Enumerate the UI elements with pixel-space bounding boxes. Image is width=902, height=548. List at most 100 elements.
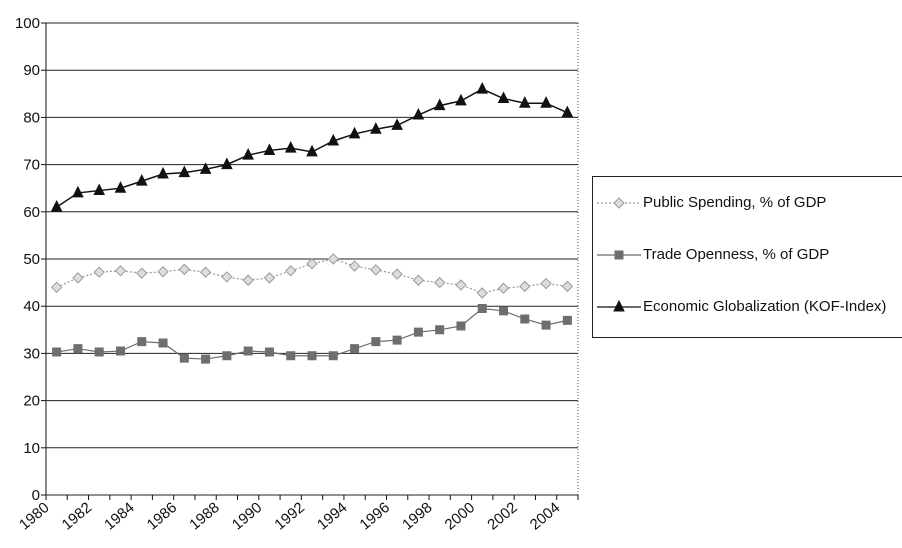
point <box>350 344 360 354</box>
point <box>157 266 169 278</box>
point <box>136 267 148 279</box>
y-tick-label: 70 <box>23 157 40 174</box>
y-tick-label: 60 <box>23 204 40 221</box>
point <box>158 338 168 348</box>
y-tick-label: 30 <box>23 345 40 362</box>
legend-label: Economic Globalization (KOF-Index) <box>643 298 887 315</box>
point <box>328 351 338 361</box>
x-tick-label: 1992 <box>271 499 307 533</box>
point <box>348 260 361 272</box>
point <box>50 199 63 212</box>
point <box>371 337 381 347</box>
point <box>499 306 509 316</box>
y-tick-label: 0 <box>32 487 40 504</box>
legend-item: Trade Openness, % of GDP <box>593 245 889 265</box>
point <box>178 165 191 178</box>
point <box>94 347 104 357</box>
point <box>285 265 297 277</box>
point <box>263 272 276 284</box>
point <box>562 315 572 325</box>
point <box>178 263 191 276</box>
point <box>157 166 169 179</box>
point <box>412 107 425 120</box>
point <box>561 105 574 118</box>
x-tick-label: 2000 <box>442 499 478 533</box>
point <box>221 157 233 170</box>
point <box>135 174 148 186</box>
point <box>476 81 489 94</box>
point <box>540 277 552 290</box>
legend-marker <box>614 250 624 260</box>
legend-swatch <box>597 197 641 209</box>
point <box>137 337 147 347</box>
y-tick-label: 50 <box>23 251 40 268</box>
point <box>263 143 276 155</box>
point <box>561 280 574 293</box>
legend-label: Trade Openness, % of GDP <box>643 246 830 263</box>
y-tick-label: 40 <box>23 298 40 315</box>
legend: Public Spending, % of GDP Trade Openness,… <box>592 176 902 338</box>
point <box>433 98 446 111</box>
point <box>348 126 361 139</box>
point <box>93 183 106 196</box>
point <box>477 304 487 314</box>
point <box>201 354 211 364</box>
point <box>455 279 467 291</box>
x-tick-label: 1988 <box>186 499 222 533</box>
point <box>520 314 530 324</box>
point <box>412 274 425 286</box>
point <box>433 276 446 289</box>
point <box>476 287 488 299</box>
legend-marker <box>613 299 625 312</box>
point <box>497 282 510 294</box>
x-tick-label: 1986 <box>144 499 180 533</box>
legend-label: Public Spending, % of GDP <box>643 194 827 211</box>
point <box>243 346 253 356</box>
point <box>435 325 445 335</box>
point <box>284 140 297 153</box>
point <box>242 148 254 160</box>
x-tick-label: 2002 <box>484 499 520 533</box>
x-tick-label: 1984 <box>101 499 137 533</box>
point <box>199 162 212 174</box>
x-tick-label: 1998 <box>399 499 435 533</box>
point <box>306 258 318 270</box>
point <box>541 320 551 330</box>
legend-swatch <box>597 250 641 260</box>
legend-swatch <box>597 299 641 312</box>
point <box>370 122 382 134</box>
point <box>72 185 84 198</box>
point <box>307 351 317 361</box>
y-tick-label: 20 <box>23 393 40 410</box>
point <box>179 353 189 363</box>
point <box>370 264 382 276</box>
y-tick-label: 100 <box>15 15 40 32</box>
point <box>222 351 232 361</box>
point <box>73 344 83 354</box>
legend-item: Public Spending, % of GDP <box>593 193 889 213</box>
point <box>242 274 254 286</box>
point <box>114 265 127 277</box>
point <box>518 96 531 108</box>
y-tick-label: 90 <box>23 62 40 79</box>
legend-marker <box>613 197 625 209</box>
x-tick-label: 2004 <box>527 499 563 533</box>
point <box>413 327 423 337</box>
point <box>114 181 127 193</box>
point <box>286 351 296 361</box>
point <box>540 96 552 108</box>
point <box>72 272 84 284</box>
point <box>391 118 403 130</box>
x-tick-label: 1996 <box>357 499 393 533</box>
y-tick-label: 80 <box>23 109 40 126</box>
point <box>264 347 274 357</box>
y-tick-label: 10 <box>23 440 40 457</box>
point <box>392 335 402 345</box>
point <box>93 266 105 278</box>
point <box>50 281 63 294</box>
point <box>327 133 340 146</box>
point <box>115 346 125 356</box>
point <box>327 253 339 265</box>
